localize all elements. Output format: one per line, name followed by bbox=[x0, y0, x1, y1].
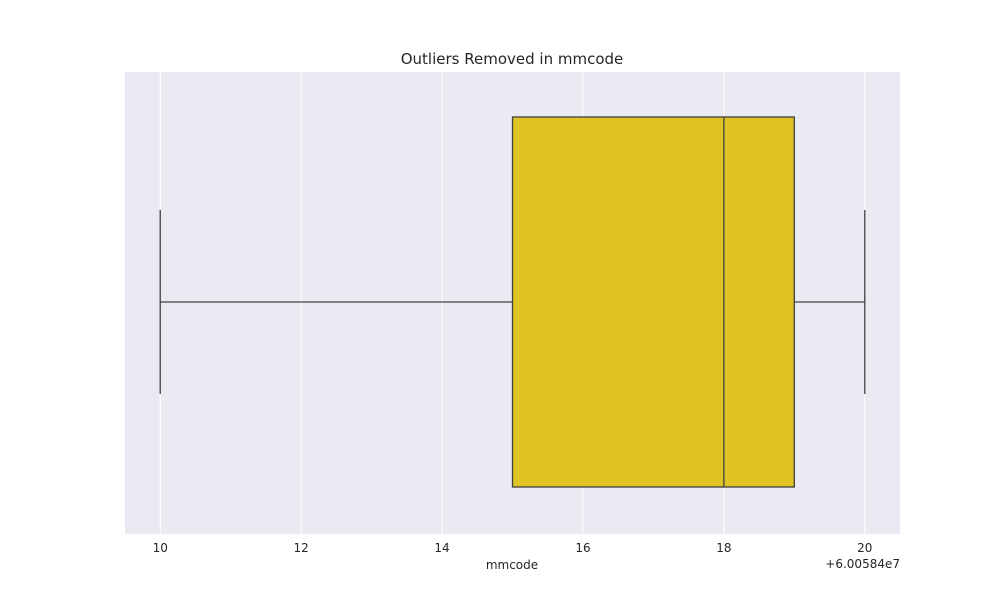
x-axis-label: mmcode bbox=[486, 558, 538, 572]
x-tick-label: 18 bbox=[716, 541, 731, 555]
interquartile-box bbox=[511, 116, 795, 488]
x-tick-label: 12 bbox=[293, 541, 308, 555]
x-axis-ticks: 10 12 14 16 18 20 bbox=[153, 541, 873, 555]
x-axis-offset-label: +6.00584e7 bbox=[825, 557, 900, 571]
x-tick-label: 10 bbox=[153, 541, 168, 555]
x-tick-label: 16 bbox=[575, 541, 590, 555]
chart-title: Outliers Removed in mmcode bbox=[401, 50, 624, 68]
box-plot bbox=[159, 116, 866, 488]
x-tick-label: 20 bbox=[857, 541, 872, 555]
x-tick-label: 14 bbox=[434, 541, 449, 555]
